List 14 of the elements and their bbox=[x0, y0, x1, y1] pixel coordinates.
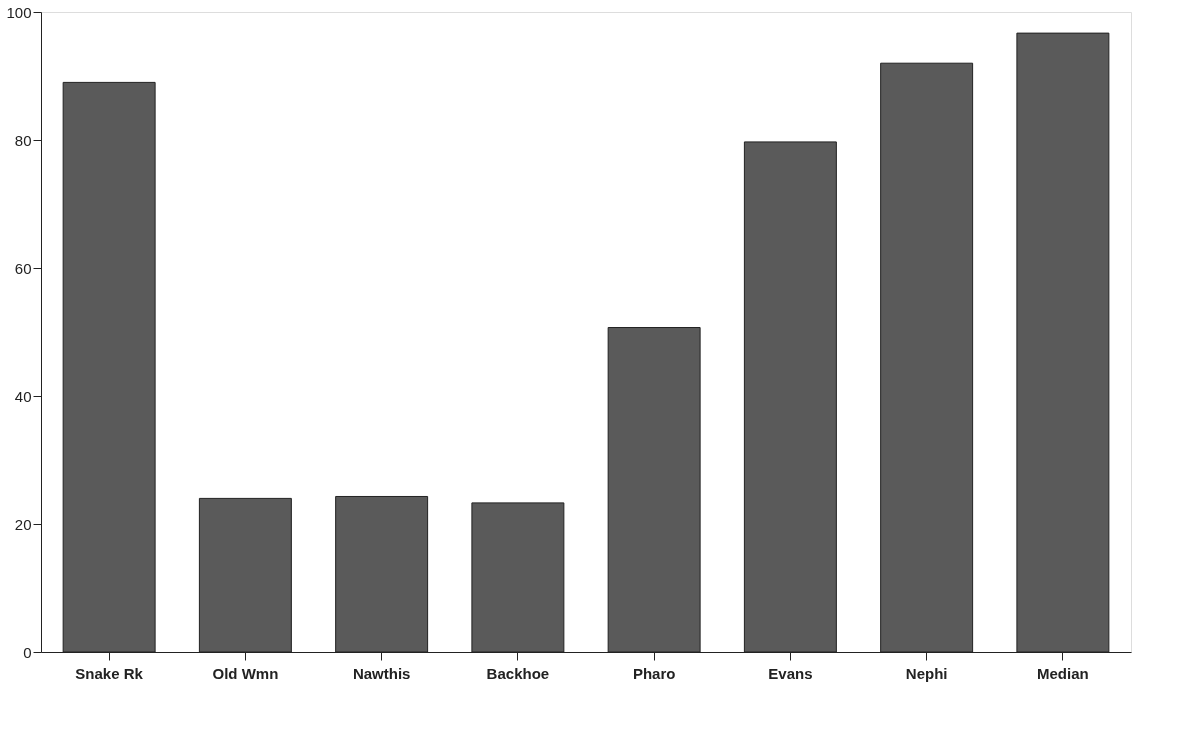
x-tick-label: Nephi bbox=[905, 664, 948, 682]
x-tick-label: Pharo bbox=[632, 664, 676, 682]
y-tick-label: 20 bbox=[14, 515, 32, 533]
y-tick-label: 0 bbox=[23, 643, 32, 661]
y-tick-label: 60 bbox=[14, 259, 32, 277]
x-tick-label: Median bbox=[1037, 664, 1089, 682]
y-tick-label: 80 bbox=[14, 131, 32, 149]
y-tick-label: 100 bbox=[6, 3, 32, 21]
y-tick-label: 40 bbox=[14, 387, 32, 405]
x-tick-label: Nawthis bbox=[352, 664, 411, 682]
x-tick-label: Backhoe bbox=[486, 664, 550, 682]
x-tick-label: Evans bbox=[768, 664, 813, 682]
x-tick-label: Snake Rk bbox=[75, 664, 144, 682]
x-tick-label: Old Wmn bbox=[212, 664, 279, 682]
